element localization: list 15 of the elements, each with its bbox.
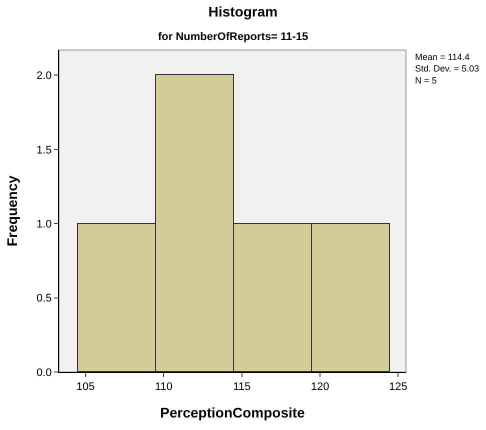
y-tick-label: 0.5 <box>36 292 52 305</box>
y-tick-label: 1.5 <box>36 144 52 156</box>
x-tick-label: 115 <box>233 381 251 394</box>
y-axis-title: Frequency <box>4 175 20 246</box>
x-tick-label: 120 <box>310 381 330 394</box>
chart-subtitle: for NumberOfReports= 11-15 <box>158 31 308 43</box>
x-axis-title: PerceptionComposite <box>160 404 306 420</box>
x-tick-label: 105 <box>76 381 95 394</box>
x-tick-label: 110 <box>154 381 173 394</box>
y-tick-label: 2.0 <box>36 70 52 82</box>
chart-title: Histogram <box>208 3 278 20</box>
y-tick-label: 1.0 <box>36 218 52 230</box>
x-tick-label: 125 <box>389 381 408 394</box>
y-tick-label: 0.0 <box>36 366 52 379</box>
text: Mean = 114.4 Std. Dev. = 5.03 N = 5 <box>415 52 480 86</box>
